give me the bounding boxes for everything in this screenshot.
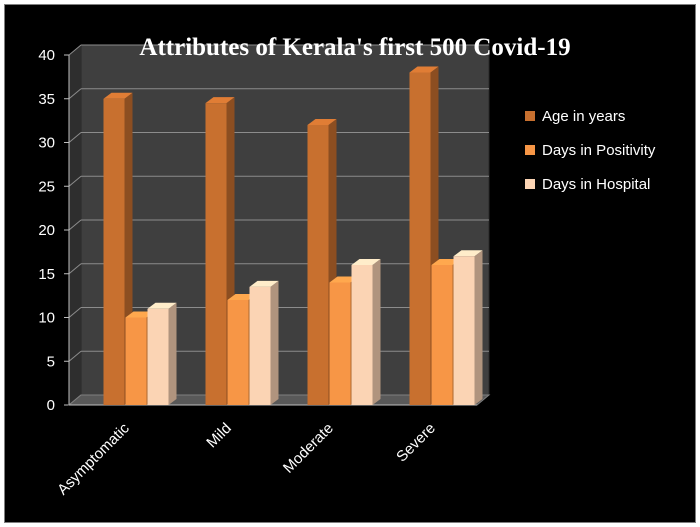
bar-front xyxy=(227,300,249,405)
legend: Age in years Days in Positivity Days in Ho… xyxy=(525,108,656,193)
bar-top xyxy=(103,92,133,99)
bar-side xyxy=(168,302,177,405)
bar-side xyxy=(474,250,483,405)
y-tick-label: 30 xyxy=(38,135,55,152)
bar xyxy=(453,250,483,405)
bar-top xyxy=(205,97,235,104)
bars xyxy=(103,66,483,405)
bar xyxy=(249,280,279,405)
bar-side xyxy=(270,280,279,405)
y-tick-label: 40 xyxy=(38,47,55,64)
legend-label: Days in Positivity xyxy=(542,142,656,159)
x-tick-label: Asymptomatic xyxy=(54,419,133,498)
gridline-side xyxy=(68,263,82,275)
x-axis-labels: Asymptomatic Mild Moderate Severe xyxy=(54,419,439,498)
bar-front xyxy=(205,103,227,405)
bar xyxy=(147,302,177,405)
legend-label: Days in Hospital xyxy=(542,176,650,193)
x-tick-label: Moderate xyxy=(280,420,337,477)
bar-top xyxy=(329,276,359,283)
chart-area: 0 5 10 15 20 25 30 35 40 Asymptomatic Mild Moderat… xyxy=(4,4,696,523)
legend-swatch xyxy=(525,111,535,121)
bar-top xyxy=(431,259,461,265)
bar-top xyxy=(307,119,337,125)
bar-front xyxy=(329,282,351,405)
y-axis-ticks: 0 5 10 15 20 25 30 35 40 xyxy=(38,47,55,414)
gridline-side xyxy=(68,132,82,143)
y-tick-label: 20 xyxy=(38,222,55,239)
bar-top xyxy=(351,259,381,265)
bar-front xyxy=(409,72,431,405)
bar-top xyxy=(125,311,155,318)
legend-swatch xyxy=(525,179,535,189)
y-tick-label: 15 xyxy=(38,266,55,283)
chart: 0 5 10 15 20 25 30 35 40 Asymptomatic Mild Moderat… xyxy=(38,34,656,498)
legend-label: Age in years xyxy=(542,108,625,125)
bar-top xyxy=(453,250,483,257)
bar xyxy=(351,259,381,405)
bar-front xyxy=(431,265,453,405)
x-tick-label: Mild xyxy=(203,420,234,451)
bar-front xyxy=(147,308,169,405)
y-tick-label: 10 xyxy=(38,310,55,327)
bar-front xyxy=(103,98,125,405)
gridline-side xyxy=(68,219,82,231)
bar-side xyxy=(372,259,381,405)
x-tick-label: Severe xyxy=(393,420,439,466)
gridline-side xyxy=(68,44,82,56)
bar-top xyxy=(147,302,177,309)
chart-title: Attributes of Kerala's first 500 Covid-1… xyxy=(139,34,570,61)
bar-front xyxy=(453,256,475,405)
gridline-side xyxy=(68,175,82,187)
bar-front xyxy=(351,265,373,405)
gridline-side xyxy=(68,307,82,318)
bar-front xyxy=(307,125,329,405)
bar-top xyxy=(227,294,257,300)
bar-top xyxy=(409,66,439,73)
y-tick-label: 0 xyxy=(47,397,55,414)
bar-top xyxy=(249,280,279,287)
y-tick-label: 25 xyxy=(38,178,55,195)
legend-swatch xyxy=(525,145,535,155)
bar-front xyxy=(249,286,271,405)
gridline-side xyxy=(68,350,82,362)
y-tick-label: 5 xyxy=(47,353,55,370)
y-tick-label: 35 xyxy=(38,91,55,108)
bar-front xyxy=(125,317,147,405)
gridline-side xyxy=(68,88,82,100)
